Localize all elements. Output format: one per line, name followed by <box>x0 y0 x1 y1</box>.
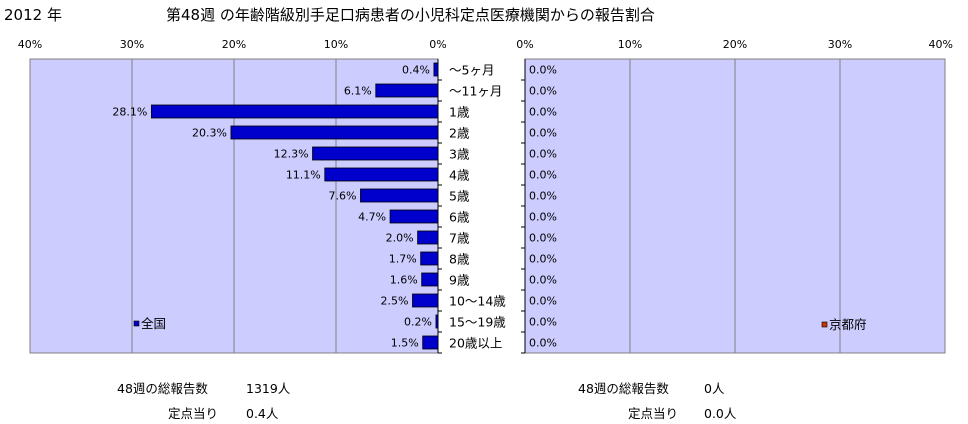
category-label: 〜11ヶ月 <box>449 84 502 99</box>
kyoto-data-label: 0.0% <box>529 64 557 77</box>
kyoto-total-label: 48週の総報告数 <box>578 381 669 396</box>
right-x-tick-label: 30% <box>828 38 852 51</box>
category-label: 20歳以上 <box>449 336 502 351</box>
category-label: 7歳 <box>449 231 470 246</box>
national-data-label: 1.6% <box>390 274 418 287</box>
national-bar <box>417 230 439 245</box>
national-bar <box>412 293 439 308</box>
category-label: 5歳 <box>449 189 470 204</box>
kyoto-data-label: 0.0% <box>529 148 557 161</box>
kyoto-data-label: 0.0% <box>529 253 557 266</box>
national-bar <box>435 314 439 329</box>
national-bar <box>230 125 439 140</box>
national-legend-label: 全国 <box>141 316 166 331</box>
kyoto-data-label: 0.0% <box>529 127 557 140</box>
kyoto-data-label: 0.0% <box>529 316 557 329</box>
category-label: 8歳 <box>449 252 470 267</box>
kyoto-data-label: 0.0% <box>529 106 557 119</box>
right-x-tick-label: 10% <box>618 38 642 51</box>
national-data-label: 11.1% <box>286 169 321 182</box>
national-legend-swatch <box>133 320 140 327</box>
kyoto-data-label: 0.0% <box>529 295 557 308</box>
kyoto-data-label: 0.0% <box>529 274 557 287</box>
national-data-label: 7.6% <box>329 190 357 203</box>
national-data-label: 2.5% <box>381 295 409 308</box>
national-data-label: 4.7% <box>358 211 386 224</box>
category-label: 10〜14歳 <box>449 294 506 309</box>
kyoto-data-label: 0.0% <box>529 169 557 182</box>
left-x-tick-label: 0% <box>429 38 446 51</box>
national-data-label: 1.5% <box>391 337 419 350</box>
national-bar <box>389 209 439 224</box>
chart-title: 第48週 の年齢階級別手足口病患者の小児科定点医療機関からの報告割合 <box>166 6 655 24</box>
national-data-label: 20.3% <box>192 127 227 140</box>
national-data-label: 6.1% <box>344 85 372 98</box>
kyoto-per-value: 0.0人 <box>704 406 737 421</box>
kyoto-data-label: 0.0% <box>529 85 557 98</box>
category-label: 〜5ヶ月 <box>449 63 494 78</box>
category-label: 9歳 <box>449 273 470 288</box>
right-x-tick-label: 20% <box>723 38 747 51</box>
national-bar <box>375 83 439 98</box>
kyoto-data-label: 0.0% <box>529 190 557 203</box>
category-label: 6歳 <box>449 210 470 225</box>
national-data-label: 28.1% <box>112 106 147 119</box>
national-bar <box>421 272 439 287</box>
left-x-tick-label: 10% <box>324 38 348 51</box>
left-x-tick-label: 40% <box>18 38 42 51</box>
national-bar <box>312 146 439 161</box>
national-total-value: 1319人 <box>246 381 291 396</box>
left-x-tick-label: 20% <box>222 38 246 51</box>
national-bar <box>324 167 439 182</box>
right-x-tick-label: 40% <box>929 38 953 51</box>
national-bar <box>433 62 439 77</box>
category-label: 4歳 <box>449 168 470 183</box>
kyoto-legend-label: 京都府 <box>829 317 867 332</box>
kyoto-legend-swatch <box>821 321 828 328</box>
kyoto-data-label: 0.0% <box>529 337 557 350</box>
kyoto-data-label: 0.0% <box>529 232 557 245</box>
national-per-label: 定点当り <box>168 406 219 421</box>
category-label: 1歳 <box>449 105 470 120</box>
kyoto-total-value: 0人 <box>704 381 725 396</box>
national-data-label: 0.4% <box>402 64 430 77</box>
chart-year: 2012 年 <box>4 6 62 24</box>
national-data-label: 0.2% <box>404 316 432 329</box>
national-bar <box>360 188 439 203</box>
national-data-label: 12.3% <box>274 148 309 161</box>
category-label: 15〜19歳 <box>449 315 506 330</box>
national-bar <box>150 104 439 119</box>
kyoto-per-label: 定点当り <box>628 406 679 421</box>
national-data-label: 1.7% <box>389 253 417 266</box>
kyoto-data-label: 0.0% <box>529 211 557 224</box>
national-bar <box>420 251 439 266</box>
category-label: 3歳 <box>449 147 470 162</box>
category-label: 2歳 <box>449 126 470 141</box>
right-x-tick-label: 0% <box>516 38 533 51</box>
left-x-tick-label: 30% <box>120 38 144 51</box>
national-total-label: 48週の総報告数 <box>117 381 208 396</box>
national-data-label: 2.0% <box>386 232 414 245</box>
national-per-value: 0.4人 <box>246 406 279 421</box>
national-bar <box>422 335 439 350</box>
